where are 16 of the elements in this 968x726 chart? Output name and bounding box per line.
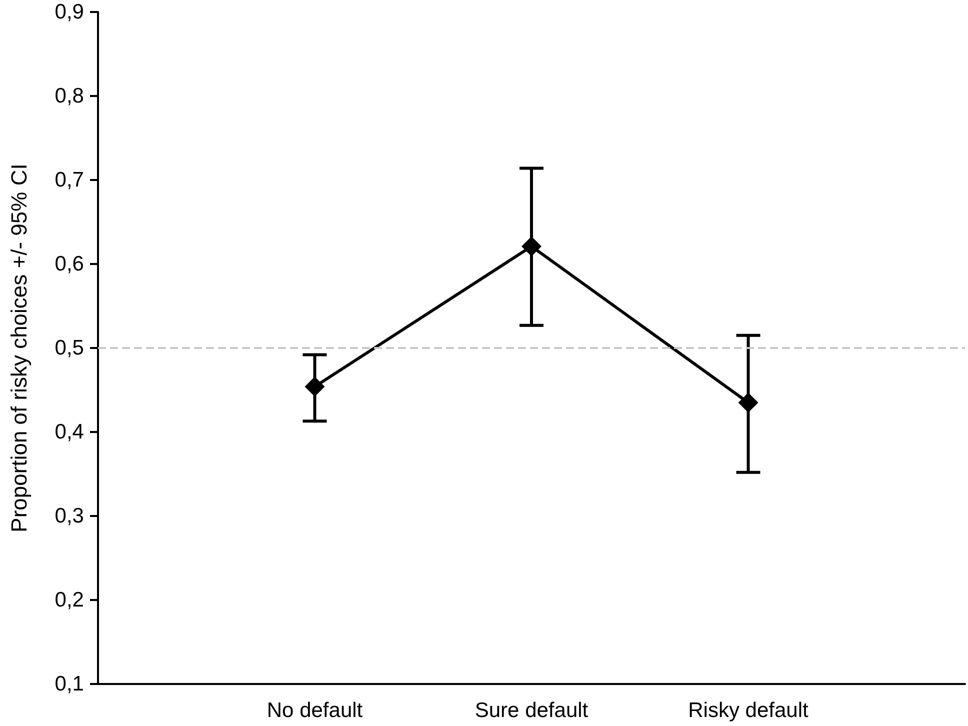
point xyxy=(738,392,758,413)
x-tick-label: No default xyxy=(266,699,363,722)
y-tick-label: 0,1 xyxy=(54,672,84,696)
y-tick-label: 0,2 xyxy=(54,588,84,612)
y-tick-label: 0,8 xyxy=(54,84,84,108)
point xyxy=(304,376,325,397)
y-tick-label: 0,4 xyxy=(54,420,84,444)
x-tick-label: Risky default xyxy=(688,699,809,722)
y-tick-label: 0,7 xyxy=(54,168,84,192)
y-tick-label: 0,9 xyxy=(54,0,84,24)
y-axis-title: Proportion of risky choices +/- 95% CI xyxy=(6,164,32,532)
y-tick-label: 0,3 xyxy=(54,504,84,528)
point xyxy=(522,236,542,256)
y-tick-label: 0,5 xyxy=(54,336,84,360)
y-tick-label: 0,6 xyxy=(54,252,84,276)
x-tick-label: Sure default xyxy=(474,699,588,722)
